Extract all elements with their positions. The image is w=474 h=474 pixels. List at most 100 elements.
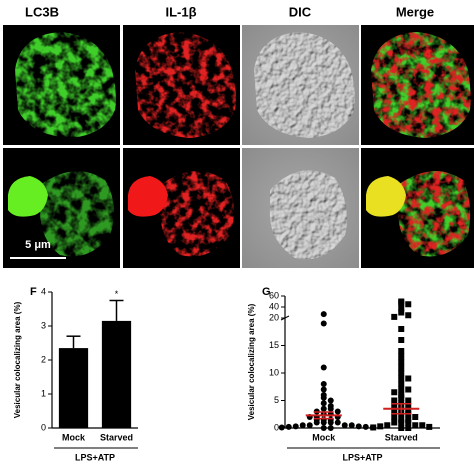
data-point	[405, 397, 412, 404]
y-tick-label: 2	[41, 354, 46, 364]
x-tick-label: Starved	[385, 432, 418, 442]
data-point	[320, 386, 327, 393]
data-point	[405, 386, 412, 393]
data-point	[320, 320, 327, 327]
data-point	[398, 425, 405, 431]
y-tick-label: 0	[274, 422, 279, 432]
data-point	[405, 403, 412, 409]
data-point	[299, 422, 306, 429]
y-tick-label: 4	[41, 286, 46, 296]
y-tick-label: 0	[41, 422, 46, 432]
data-point	[327, 419, 334, 426]
cell-dic	[254, 32, 355, 138]
data-point	[391, 397, 398, 404]
data-point	[398, 359, 405, 365]
data-point	[285, 423, 292, 430]
data-point	[412, 422, 419, 429]
data-point	[398, 326, 405, 332]
data-point	[341, 422, 348, 429]
bar	[58, 348, 89, 428]
data-point	[405, 301, 412, 308]
cell-dic	[269, 170, 348, 260]
data-point	[391, 313, 398, 320]
x-tick-label: Mock	[312, 432, 336, 442]
data-point	[426, 423, 433, 430]
data-point	[348, 422, 355, 429]
x-tick-label: Starved	[100, 432, 133, 442]
data-point	[320, 405, 327, 412]
data-point	[320, 400, 327, 407]
data-point	[292, 423, 299, 430]
panel-label: G	[262, 286, 271, 298]
data-point	[405, 425, 412, 431]
data-point	[405, 312, 412, 319]
data-point	[327, 405, 334, 412]
data-point	[327, 397, 334, 404]
column-header: IL-1β	[165, 4, 196, 19]
cell-bright	[366, 176, 406, 217]
cell-red	[135, 32, 236, 138]
bar	[101, 320, 132, 428]
data-point	[391, 414, 398, 420]
y-axis-label: Vesicular colocalizing area (%)	[13, 301, 22, 418]
data-point	[412, 414, 419, 420]
x-tick-label: Mock	[62, 432, 86, 442]
data-point	[391, 389, 398, 396]
y-tick-label: 15	[269, 340, 279, 350]
data-point	[377, 423, 384, 430]
y-tick-label: 60	[269, 290, 279, 300]
data-point	[313, 419, 320, 426]
data-point	[398, 353, 405, 360]
data-point	[320, 381, 327, 387]
group-label: LPS+ATP	[342, 452, 382, 462]
y-tick-label: 10	[269, 367, 279, 377]
data-point	[405, 419, 412, 426]
data-point	[362, 423, 369, 430]
data-point	[398, 386, 405, 393]
y-tick-label: 20	[269, 312, 279, 322]
data-point	[398, 299, 405, 306]
group-label: LPS+ATP	[75, 452, 115, 462]
data-point	[398, 375, 405, 382]
annotation: *	[115, 289, 119, 299]
data-point	[320, 419, 327, 426]
data-point	[398, 381, 405, 387]
data-point	[384, 422, 391, 429]
data-point	[398, 337, 405, 343]
y-tick-label: 40	[269, 301, 279, 311]
data-point	[370, 424, 377, 431]
data-point	[391, 408, 398, 415]
data-point	[306, 422, 313, 429]
data-point	[405, 375, 412, 382]
data-point	[398, 348, 405, 354]
axis-break	[280, 315, 290, 321]
data-point	[355, 423, 362, 430]
cell-red	[371, 32, 471, 138]
y-tick-label: 3	[41, 320, 46, 330]
column-header: LC3B	[25, 4, 59, 19]
data-point	[398, 305, 405, 312]
y-tick-label: 1	[41, 388, 46, 398]
data-point	[391, 403, 398, 409]
data-point	[327, 425, 334, 431]
cell-bright	[128, 176, 168, 217]
column-header: Merge	[396, 4, 434, 19]
data-point	[320, 394, 327, 401]
cell-bright	[8, 176, 48, 217]
panel-label: F	[30, 286, 37, 298]
y-tick-label: 5	[274, 395, 279, 405]
y-axis-label: Vesicular colocalizing area (%)	[247, 303, 256, 420]
data-point	[398, 309, 405, 316]
data-point	[398, 370, 405, 376]
data-point	[334, 408, 341, 415]
data-point	[320, 425, 327, 431]
cell-red	[160, 171, 234, 257]
data-point	[391, 419, 398, 426]
data-point	[320, 311, 327, 318]
data-point	[320, 364, 327, 371]
cell-green	[15, 32, 116, 138]
cell-green	[40, 171, 114, 257]
cell-red	[398, 171, 471, 257]
microscopy-panels: LC3B IL-1β DIC Merge 5 μm	[3, 4, 474, 268]
